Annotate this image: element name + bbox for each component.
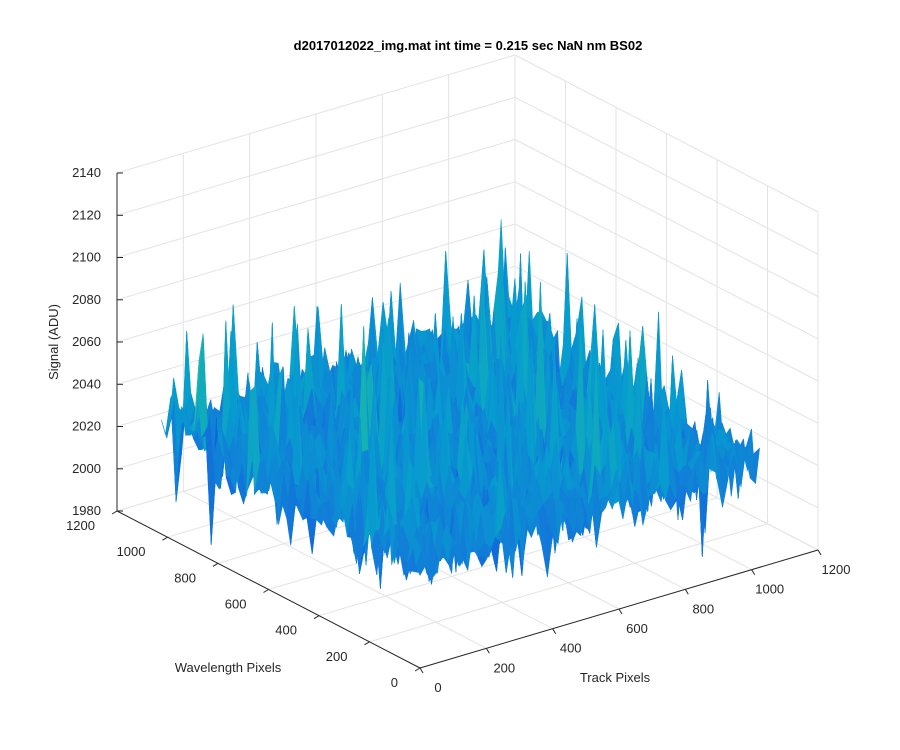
z-tick-label: 2060 [72,334,101,349]
grid-line-side-z [514,181,819,340]
y-tick-label: 600 [225,597,247,612]
x-tick-label: 200 [493,660,515,675]
x-tick-label: 400 [560,641,582,656]
z-tick-label: 2100 [72,250,101,265]
y-tick-label: 1000 [117,544,146,559]
z-tick-label: 2140 [72,165,101,180]
grid-line-side-z [514,139,819,297]
y-tick-label: 200 [326,649,348,664]
x-tick-label: 800 [692,601,714,616]
x-axis-label: Track Pixels [580,670,651,685]
y-tick-label: 1200 [66,518,95,533]
x-tick-label: 1200 [822,562,851,577]
grid-line-back-z [116,181,516,301]
y-tick-label: 400 [275,623,297,638]
z-tick-label: 2020 [72,419,101,434]
chart-title: d2017012022_img.mat int time = 0.215 sec… [294,38,643,53]
grid-line-side-z [514,96,819,255]
grid-line-back-z [116,139,516,258]
grid-line-back-z [116,96,516,216]
grid-line-side-z [514,54,819,213]
grid-line-floor-y [318,497,718,617]
y-axis-label: Wavelength Pixels [175,660,282,675]
surface-mesh [161,219,760,589]
z-tick-label: 2040 [72,376,101,391]
grid-line-back-z [116,54,516,174]
y-tick-label: 0 [391,675,398,690]
z-tick-label: 2120 [72,207,101,222]
x-tick-label: 1000 [755,582,784,597]
z-tick-label: 1980 [72,503,101,518]
grid-line-back-z [116,223,516,343]
z-tick-label: 2080 [72,292,101,307]
y-tick-label: 800 [174,570,196,585]
grid-line-side-z [514,223,819,382]
z-axis-label: Signal (ADU) [46,304,61,380]
grid-line-floor-y [369,523,768,643]
x-tick-label: 0 [434,680,441,695]
z-tick-label: 2000 [72,461,101,476]
x-tick-label: 600 [626,621,648,636]
